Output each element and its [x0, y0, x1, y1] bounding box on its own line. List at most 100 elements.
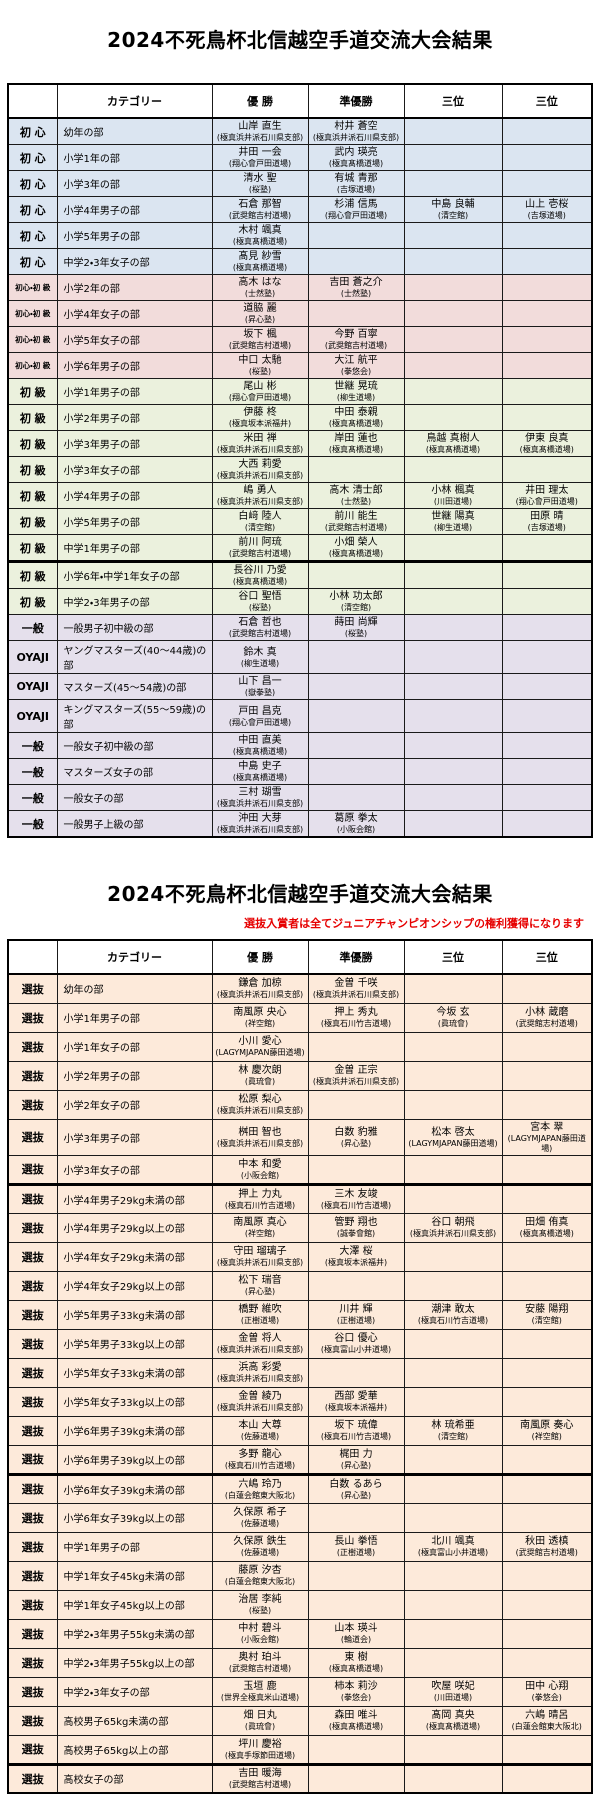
- third-place-cell-b: 六嶋 晴呂 (白蓮会館東大阪北): [501, 1705, 593, 1736]
- third-place-cell-a: [403, 784, 503, 811]
- third-place-cell-b: [501, 673, 593, 700]
- third-place-cell-b: 井田 理太 (翔心會戸田道場): [501, 482, 593, 509]
- third-place-cell-b: [501, 170, 593, 197]
- group-label-cell: 初 心: [7, 144, 58, 171]
- competitor-name: 南風原 真心: [233, 1217, 287, 1228]
- runner-up-cell: 押上 秀丸 (極真石川竹吉道場): [307, 1002, 405, 1033]
- dojo-name: (極真髙橋道場): [232, 773, 288, 782]
- third-place-cell-b: [501, 732, 593, 759]
- dojo-name: (小阪会館): [240, 1635, 280, 1644]
- competitor-name: 高木 清士郎: [329, 485, 383, 496]
- result-row: 選抜 小学1年女子の部 小川 愛心 (LAGYMJAPAN藤田道場): [7, 1031, 593, 1062]
- category-cell: 小学1年男子の部: [56, 378, 213, 405]
- group-label-cell: OYAJI: [7, 699, 58, 733]
- runner-up-cell: 坂下 琉偉 (極真石川竹吉道場): [307, 1415, 405, 1446]
- third-place-cell-a: [403, 1328, 503, 1359]
- third-place-cell-b: [501, 810, 593, 838]
- category-cell: 小学6年女子39kg未満の部: [56, 1472, 213, 1504]
- third-place-cell-b: 伊東 良真 (極真髙橋道場): [501, 430, 593, 457]
- runner-up-cell: [307, 1762, 405, 1794]
- competitor-name: 前川 能生: [334, 511, 378, 522]
- dojo-name: (極真髙橋道場): [519, 445, 574, 454]
- group-label-cell: 選抜: [7, 973, 58, 1004]
- winner-cell: 玉垣 鹿 (世界全極真米山道場): [211, 1676, 309, 1707]
- group-label-cell: 一般: [7, 784, 58, 811]
- dojo-name: (佐藤道場): [240, 1548, 280, 1557]
- third-place-cell-b: [501, 1089, 593, 1120]
- competitor-name: 尾山 彬: [243, 381, 277, 392]
- runner-up-cell: [307, 1589, 405, 1620]
- dojo-name: (柳生道場): [336, 393, 376, 402]
- competitor-name: 清水 聖: [243, 173, 277, 184]
- dojo-name: (極真髙橋道場): [232, 237, 288, 246]
- competitor-name: 山上 壱桜: [525, 199, 569, 210]
- winner-cell: 前川 阿琉 (武奨館吉村道場): [211, 534, 309, 562]
- dojo-name: (極真浜井派石川県支部): [216, 497, 304, 506]
- competitor-name: 西部 愛華: [334, 1391, 378, 1402]
- results-sheet: 2024不死鳥杯北信越空手道交流大会結果 カテゴリー優 勝準優勝 三位 三位 初 心…: [0, 24, 600, 1794]
- result-row: 選抜 小学5年女子33kg未満の部 浜高 彩愛 (極真浜井派石川県支部): [7, 1357, 593, 1388]
- group-label-cell: 選抜: [7, 1531, 58, 1562]
- third-place-cell-b: [501, 614, 593, 641]
- runner-up-cell: [307, 1154, 405, 1185]
- dojo-name: (誠拳會館): [336, 1229, 376, 1238]
- competitor-name: 六嶋 玲乃: [238, 1478, 282, 1490]
- competitor-name: 治居 李純: [238, 1594, 282, 1605]
- third-place-cell-a: [403, 588, 503, 615]
- group-label-cell: 選抜: [7, 1560, 58, 1591]
- table-body-senbatsu: 選抜 幼年の部 鎌倉 加椋 (極真浜井派石川県支部) 金曽 千咲 (極真浜井派石川県支部)…: [7, 973, 593, 1794]
- runner-up-cell: [307, 222, 405, 249]
- runner-up-cell: 岸田 蓮也 (極真髙橋道場): [307, 430, 405, 457]
- group-label-cell: 選抜: [7, 1762, 58, 1794]
- group-label-cell: 初 級: [7, 482, 58, 509]
- winner-cell: 山岸 直生 (極真浜井派石川県支部): [211, 117, 309, 145]
- result-row: 初心・初 級小学6年男子の部 中口 太馳 (桜塾) 大江 航平 (拳悠会): [7, 352, 593, 379]
- result-row: 選抜 中学2・3年女子の部 玉垣 鹿 (世界全極真米山道場) 柿本 莉沙 (拳悠会) 吹屋 …: [7, 1676, 593, 1707]
- result-row: 選抜 小学6年女子39kg以上の部 久保原 希子 (佐藤道場): [7, 1502, 593, 1533]
- third-place-cell-b: [501, 1762, 593, 1794]
- result-row: 選抜 小学3年女子の部 中本 和愛 (小阪会館): [7, 1154, 593, 1185]
- group-label-cell: OYAJI: [7, 673, 58, 700]
- group-label-cell: 選抜: [7, 1212, 58, 1243]
- competitor-name: 東 樹: [344, 1652, 368, 1663]
- competitor-name: 本山 大尊: [238, 1420, 282, 1431]
- category-cell: 小学3年女子の部: [56, 1154, 213, 1185]
- group-label-cell: 初 級: [7, 404, 58, 431]
- category-cell: 小学3年男子の部: [56, 1118, 213, 1156]
- competitor-name: 嶋 勇人: [243, 485, 277, 496]
- third-place-cell-b: [501, 534, 593, 562]
- third-place-cell-b: [501, 1386, 593, 1417]
- dojo-name: (極真髙橋道場): [425, 445, 481, 454]
- third-place-cell-a: [403, 248, 503, 275]
- competitor-name: 大西 莉愛: [238, 459, 282, 470]
- winner-cell: 戸田 昌克 (翔心會戸田道場): [211, 699, 309, 733]
- competitor-name: 長山 拳悟: [334, 1536, 378, 1547]
- dojo-name: (極真手塚節田道場): [224, 1750, 296, 1760]
- competitor-name: 橋野 維吹: [238, 1304, 282, 1315]
- category-cell: 小学1年女子の部: [56, 1031, 213, 1062]
- dojo-name: (翔心會戸田道場): [228, 393, 292, 402]
- dojo-name: (極真髙橋道場): [328, 1664, 384, 1673]
- dojo-name: (川田道場): [433, 497, 473, 506]
- category-cell: 小学5年女子33kg未満の部: [56, 1357, 213, 1388]
- winner-cell: 六嶋 玲乃 (白蓮会館東大阪北): [211, 1472, 309, 1504]
- result-row: 初 級小学3年女子の部 大西 莉愛 (極真浜井派石川県支部): [7, 456, 593, 483]
- competitor-name: 林 慶次朗: [238, 1065, 282, 1076]
- competitor-name: 中口 太馳: [238, 355, 282, 366]
- competitor-name: 山本 瑛斗: [334, 1623, 378, 1634]
- group-label-cell: 選抜: [7, 1357, 58, 1388]
- third-place-cell-a: [403, 1647, 503, 1678]
- winner-cell: 中島 史子 (極真髙橋道場): [211, 758, 309, 785]
- dojo-name: (極真髙橋道場): [519, 1229, 574, 1238]
- winner-cell: 多野 龍心 (極真石川竹吉道場): [211, 1444, 309, 1475]
- group-label-cell: 初 級: [7, 560, 58, 589]
- third-place-cell-a: [403, 614, 503, 641]
- category-cell: 小学5年女子33kg以上の部: [56, 1386, 213, 1417]
- dojo-name: (眞琉會): [244, 1077, 276, 1086]
- dojo-name: (武奨館吉村道場): [324, 523, 388, 532]
- third-place-cell-b: [501, 1154, 593, 1185]
- table-header-senbatsu: カテゴリー優 勝準優勝 三位 三位: [7, 939, 593, 975]
- competitor-name: 三木 友竣: [334, 1188, 378, 1200]
- competitor-name: 高木 はな: [238, 277, 282, 288]
- group-label-cell: 選抜: [7, 1618, 58, 1649]
